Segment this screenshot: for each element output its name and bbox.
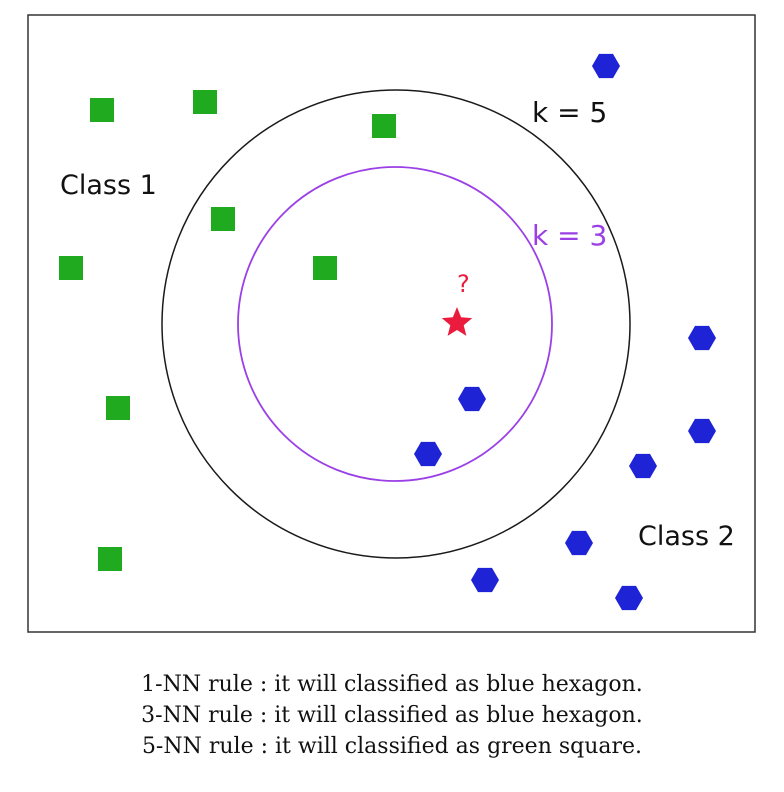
class1-points — [59, 90, 396, 571]
blue-hexagon — [688, 418, 716, 444]
class2-points — [414, 53, 716, 611]
caption-3nn: 3-NN rule : it will classified as blue h… — [141, 703, 643, 728]
query-star-icon — [441, 307, 473, 336]
k5-label: k = 5 — [532, 96, 607, 129]
green-square — [59, 256, 83, 280]
blue-hexagon — [592, 53, 620, 79]
blue-hexagon — [615, 585, 643, 611]
k3-circle — [237, 166, 553, 482]
blue-hexagon — [688, 325, 716, 351]
knn-diagram: Class 1 Class 2 k = 5 k = 3 ? — [27, 14, 756, 633]
class1-label: Class 1 — [60, 170, 157, 201]
caption-5nn: 5-NN rule : it will classified as green … — [141, 734, 643, 759]
blue-hexagon — [629, 453, 657, 479]
blue-hexagon — [458, 386, 486, 412]
class2-label: Class 2 — [638, 521, 735, 552]
green-square — [90, 98, 114, 122]
query-label: ? — [457, 270, 470, 298]
green-square — [313, 256, 337, 280]
green-square — [372, 114, 396, 138]
green-square — [211, 207, 235, 231]
blue-hexagon — [471, 567, 499, 593]
green-square — [98, 547, 122, 571]
caption-1nn: 1-NN rule : it will classified as blue h… — [141, 672, 643, 697]
green-square — [193, 90, 217, 114]
k3-label: k = 3 — [532, 219, 607, 252]
blue-hexagon — [565, 530, 593, 556]
blue-hexagon — [414, 441, 442, 467]
green-square — [106, 396, 130, 420]
k5-circle — [161, 89, 631, 559]
